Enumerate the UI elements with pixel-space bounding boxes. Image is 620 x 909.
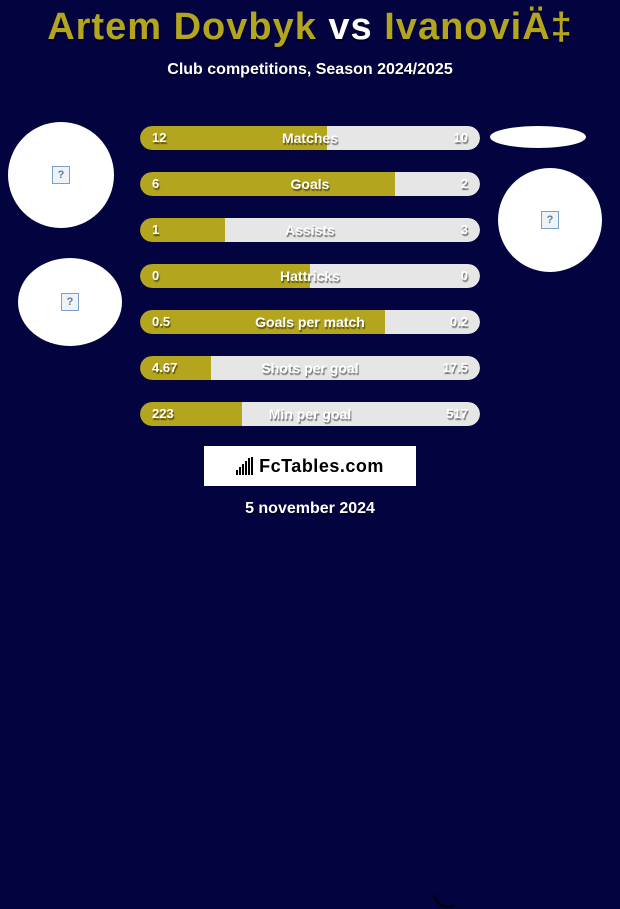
stat-row: Shots per goal4.6717.5 — [140, 356, 480, 380]
stat-bar-right — [225, 218, 480, 242]
player-avatar — [18, 258, 122, 346]
branding-text: FcTables.com — [259, 456, 384, 477]
stat-bar-right — [327, 126, 480, 150]
stat-bar-left — [140, 218, 225, 242]
branding-curve — [433, 893, 454, 909]
stat-bar-right — [211, 356, 480, 380]
player-avatar — [8, 122, 114, 228]
stat-bar-left — [140, 264, 310, 288]
stat-bar-left — [140, 310, 385, 334]
stat-bar-right — [242, 402, 480, 426]
stat-bar-left — [140, 172, 395, 196]
player-avatar — [498, 168, 602, 272]
stat-row: Hattricks00 — [140, 264, 480, 288]
branding-logo-icon — [236, 457, 253, 475]
decorative-ellipse — [490, 126, 586, 148]
title-player-left: Artem Dovbyk — [47, 6, 317, 48]
stat-bar-left — [140, 356, 211, 380]
image-placeholder-icon — [541, 211, 559, 229]
page-title: Artem Dovbyk vs IvanoviÄ‡ — [0, 0, 620, 49]
stat-bar-left — [140, 402, 242, 426]
title-player-right: IvanoviÄ‡ — [384, 6, 573, 48]
stat-bar-right — [310, 264, 480, 288]
date-label: 5 november 2024 — [0, 500, 620, 518]
subtitle: Club competitions, Season 2024/2025 — [0, 61, 620, 79]
stat-row: Goals62 — [140, 172, 480, 196]
stat-bar-right — [385, 310, 480, 334]
title-vs: vs — [328, 6, 372, 48]
image-placeholder-icon — [52, 166, 70, 184]
stat-row: Goals per match0.50.2 — [140, 310, 480, 334]
stat-bar-right — [395, 172, 480, 196]
stats-container: Matches1210 Goals62 Assists13 Hattricks00 Go… — [140, 126, 480, 448]
stat-row: Matches1210 — [140, 126, 480, 150]
stat-row: Min per goal223517 — [140, 402, 480, 426]
image-placeholder-icon — [61, 293, 79, 311]
stat-row: Assists13 — [140, 218, 480, 242]
stat-bar-left — [140, 126, 327, 150]
branding-badge: FcTables.com — [204, 446, 416, 486]
